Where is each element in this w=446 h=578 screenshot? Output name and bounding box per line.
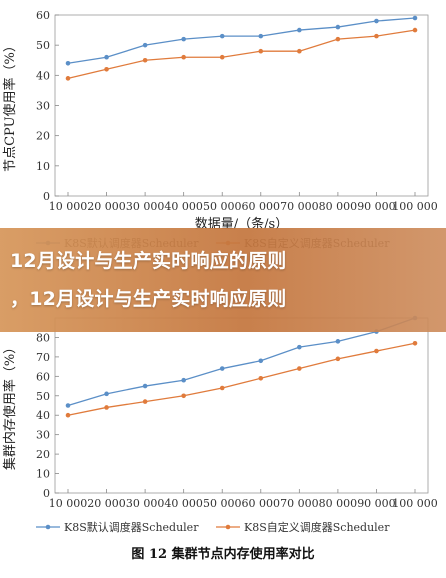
x-tick-label: 30 000 [126, 200, 165, 213]
y-tick-label: 0 [43, 190, 50, 203]
data-point [104, 67, 109, 72]
figure-caption: 图 12 集群节点内存使用率对比 [131, 546, 314, 562]
y-tick-label: 70 [36, 351, 50, 364]
y-tick-label: 20 [36, 448, 50, 461]
data-point [258, 33, 264, 39]
series-line-2 [67, 29, 416, 79]
data-point [142, 383, 148, 389]
series-line-1 [67, 17, 416, 64]
x-tick-label: 100 000 [392, 200, 438, 213]
data-point [374, 33, 379, 39]
y-tick-label: 10 [36, 468, 50, 481]
x-tick-label: 50 000 [203, 200, 242, 213]
x-tick-label: 30 000 [126, 497, 165, 510]
y-tick-label: 30 [36, 100, 50, 113]
y-tick-label: 50 [36, 39, 50, 52]
y-tick-label: 80 [36, 331, 50, 344]
series-line-2 [67, 342, 416, 416]
data-point [104, 54, 109, 60]
data-point [142, 399, 148, 404]
data-point [181, 377, 186, 383]
data-point [412, 27, 418, 33]
x-tick-label: 10 000 [49, 497, 88, 510]
data-point [181, 54, 186, 60]
data-point [258, 358, 264, 364]
x-tick-label: 70 000 [280, 200, 319, 213]
banner-line-2: ，12月设计与生产实时响应原则 [10, 288, 287, 310]
x-tick-label: 80 000 [319, 497, 358, 510]
y-tick-label: 30 [36, 429, 50, 442]
y-tick-label: 40 [36, 409, 50, 422]
y-tick-label: 50 [36, 390, 50, 403]
data-point [412, 340, 418, 346]
data-point [142, 42, 148, 48]
x-tick-label: 50 000 [203, 497, 242, 510]
data-point [219, 366, 225, 371]
data-point [104, 391, 109, 397]
data-point [335, 36, 341, 42]
data-point [297, 366, 302, 371]
data-point [219, 54, 225, 60]
x-tick-label: 40 000 [164, 497, 203, 510]
plot-frame-1 [54, 14, 429, 197]
x-tick-label: 20 000 [87, 497, 126, 510]
x-tick-label: 60 000 [242, 200, 281, 213]
y-tick-label: 0 [43, 487, 50, 500]
y-axis-label: 集群内存使用率（%） [2, 341, 18, 470]
y-tick-label: 60 [36, 370, 50, 383]
x-tick-label: 100 000 [392, 497, 438, 510]
data-point [142, 57, 148, 63]
x-tick-label: 90 000 [357, 497, 396, 510]
banner-line-1: 12月设计与生产实时响应的原则 [10, 250, 287, 272]
y-tick-label: 10 [36, 160, 50, 173]
y-tick-label: 60 [36, 9, 50, 22]
data-point [258, 375, 264, 381]
data-point [181, 393, 186, 399]
x-tick-label: 80 000 [319, 200, 358, 213]
data-point [335, 356, 341, 362]
legend-entry: K8S自定义调度器Scheduler [244, 520, 390, 534]
data-point [65, 60, 71, 66]
legend-swatch-marker [45, 524, 51, 530]
legend-entry: K8S默认调度器Scheduler [64, 520, 199, 534]
data-point [335, 24, 341, 30]
data-point [65, 412, 71, 418]
x-tick-label: 60 000 [242, 497, 281, 510]
x-tick-label: 90 000 [357, 200, 396, 213]
data-point [412, 15, 418, 21]
data-point [297, 27, 302, 33]
series-line-1 [67, 317, 416, 407]
plot-frame-2 [54, 317, 429, 494]
x-tick-label: 40 000 [164, 200, 203, 213]
data-point [181, 36, 186, 42]
x-tick-label: 70 000 [280, 497, 319, 510]
x-tick-label: 20 000 [87, 200, 126, 213]
y-axis-label: 节点CPU使用率（%） [2, 39, 18, 172]
y-tick-label: 20 [36, 130, 50, 143]
y-tick-label: 40 [36, 69, 50, 82]
data-point [374, 18, 379, 24]
data-point [374, 348, 379, 354]
data-point [219, 33, 225, 39]
title-banner: 12月设计与生产实时响应的原则 ，12月设计与生产实时响应原则 [0, 228, 446, 332]
data-point [335, 339, 341, 344]
x-tick-label: 10 000 [49, 200, 88, 213]
data-point [65, 76, 71, 81]
data-point [219, 385, 225, 391]
data-point [104, 405, 109, 410]
data-point [297, 48, 302, 54]
data-point [297, 344, 302, 350]
legend-swatch-marker [225, 524, 231, 530]
data-point [65, 403, 71, 408]
data-point [258, 48, 264, 54]
